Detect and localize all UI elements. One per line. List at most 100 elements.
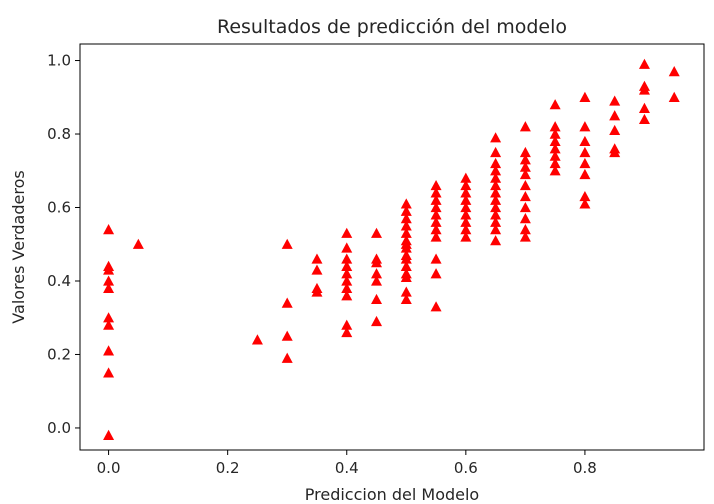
- data-point: [430, 253, 442, 264]
- y-tick-label: 0.4: [47, 272, 71, 290]
- y-tick-label: 0.0: [47, 419, 71, 437]
- data-point: [341, 282, 353, 294]
- data-point: [668, 66, 680, 77]
- data-point: [609, 110, 621, 121]
- data-point: [430, 301, 442, 312]
- data-point: [638, 58, 650, 69]
- data-point: [400, 271, 412, 282]
- data-point: [609, 146, 621, 158]
- data-point: [430, 224, 442, 235]
- data-point: [103, 224, 115, 235]
- data-point: [103, 319, 115, 330]
- data-point: [579, 190, 591, 202]
- data-point: [400, 253, 412, 264]
- data-point: [103, 367, 115, 378]
- data-point: [490, 187, 502, 198]
- data-point: [341, 275, 353, 286]
- data-point: [519, 213, 531, 224]
- data-point: [460, 209, 472, 220]
- data-point: [460, 179, 472, 191]
- data-point: [579, 135, 591, 147]
- data-point: [490, 209, 502, 220]
- data-point: [371, 315, 383, 327]
- data-point: [519, 146, 531, 158]
- data-point: [519, 190, 531, 202]
- data-point: [281, 297, 293, 308]
- data-point: [549, 157, 561, 169]
- x-tick-label: 0.6: [454, 459, 478, 477]
- data-point: [341, 227, 353, 238]
- plot-area: 0.0 0.2 0.4 0.6 0.8 0.0 0.2 0.4 0.6 0.8 1.0: [47, 43, 705, 477]
- data-point: [400, 242, 412, 253]
- data-point: [549, 128, 561, 139]
- data-point: [579, 91, 591, 102]
- data-point: [311, 253, 323, 264]
- x-axis-label: Prediccion del Modelo: [305, 485, 479, 504]
- data-point: [579, 157, 591, 169]
- data-point: [519, 202, 531, 213]
- data-point: [132, 238, 144, 249]
- chart-title: Resultados de predicción del modelo: [217, 16, 567, 38]
- data-point: [400, 293, 412, 305]
- data-point: [371, 293, 383, 305]
- data-point: [281, 238, 293, 249]
- data-point: [430, 268, 442, 279]
- data-point: [311, 264, 323, 275]
- data-point: [460, 224, 472, 235]
- data-point: [579, 198, 591, 209]
- plot-frame: [79, 43, 705, 451]
- data-point: [311, 286, 323, 297]
- data-point: [341, 326, 353, 338]
- data-point: [341, 268, 353, 279]
- x-tick-label: 0.4: [335, 459, 359, 477]
- data-point: [103, 282, 115, 294]
- data-point: [490, 157, 502, 169]
- data-point: [609, 124, 621, 136]
- data-point: [371, 227, 383, 238]
- data-point: [400, 213, 412, 224]
- data-point: [430, 209, 442, 220]
- x-axis: 0.0 0.2 0.4 0.6 0.8: [97, 450, 597, 477]
- data-point: [490, 146, 502, 158]
- data-point: [400, 286, 412, 297]
- data-point: [519, 168, 531, 180]
- data-point: [549, 99, 561, 110]
- x-tick-label: 0.2: [216, 459, 240, 477]
- data-point: [281, 330, 293, 341]
- data-point: [490, 179, 502, 191]
- data-point: [341, 242, 353, 253]
- data-point: [638, 113, 650, 124]
- data-point: [251, 334, 263, 345]
- data-point: [430, 194, 442, 205]
- data-point: [490, 202, 502, 213]
- data-point: [609, 95, 621, 106]
- data-point: [281, 352, 293, 363]
- data-point: [460, 194, 472, 205]
- data-point: [549, 165, 561, 176]
- data-point: [103, 275, 115, 286]
- data-point: [490, 194, 502, 205]
- data-point: [549, 121, 561, 132]
- y-tick-label: 0.6: [47, 199, 71, 217]
- data-point: [549, 135, 561, 147]
- data-point: [519, 231, 531, 242]
- data-point: [579, 168, 591, 180]
- data-point: [490, 235, 502, 246]
- x-tick-label: 0.0: [97, 459, 121, 477]
- data-point: [400, 227, 412, 238]
- data-point: [519, 154, 531, 165]
- data-point: [341, 290, 353, 301]
- y-tick-label: 0.2: [47, 345, 71, 363]
- data-point: [519, 224, 531, 235]
- data-point: [638, 84, 650, 95]
- data-point: [490, 216, 502, 227]
- data-point: [103, 264, 115, 275]
- data-point: [549, 143, 561, 154]
- data-point: [490, 165, 502, 176]
- y-axis: 0.0 0.2 0.4 0.6 0.8 1.0: [47, 52, 80, 437]
- data-point: [103, 345, 115, 356]
- data-point: [430, 179, 442, 191]
- x-tick-label: 0.8: [573, 459, 597, 477]
- data-point: [341, 260, 353, 271]
